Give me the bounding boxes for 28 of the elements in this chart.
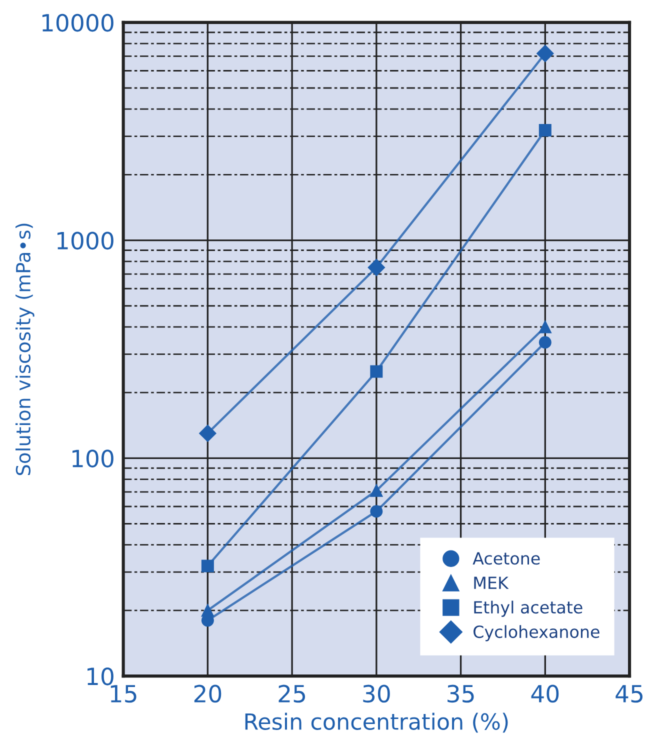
point xyxy=(370,365,383,378)
y-axis-title: Solution viscosity (mPa•s) xyxy=(15,224,34,476)
x-tick-label: 45 xyxy=(616,685,642,703)
x-tick-label: 25 xyxy=(278,684,306,703)
y-tick-label: 100 xyxy=(72,450,114,468)
point xyxy=(199,424,216,442)
y-tick-label: 10 xyxy=(88,667,114,686)
x-tick-label: 15 xyxy=(110,685,136,703)
point xyxy=(370,484,383,497)
point xyxy=(370,505,383,518)
x-tick-label: 30 xyxy=(363,684,390,703)
legend-label: MEK xyxy=(474,576,509,589)
legend-label: Cyclohexanone xyxy=(474,625,600,642)
x-tick-label: 40 xyxy=(531,684,559,703)
point xyxy=(368,258,385,276)
point xyxy=(538,124,552,136)
legend-label: Acetone xyxy=(472,552,540,565)
legend-label: Ethyl acetate xyxy=(474,600,582,617)
y-tick-label: 1000 xyxy=(57,232,114,250)
point xyxy=(201,604,214,617)
point xyxy=(538,336,552,349)
x-tick-label: 20 xyxy=(194,684,222,703)
point xyxy=(536,44,554,62)
point xyxy=(538,320,552,334)
x-axis-title: Resin concentration (%) xyxy=(245,712,508,733)
y-tick-label: 10000 xyxy=(42,14,114,32)
point xyxy=(201,560,214,572)
x-tick-label: 35 xyxy=(448,684,474,703)
